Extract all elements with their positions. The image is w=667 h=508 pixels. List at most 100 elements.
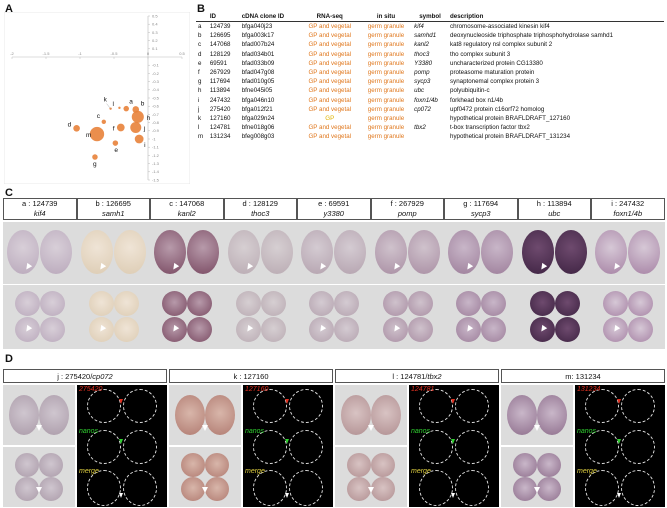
- table-row: e 69591 bfad033b09 GP and vegetal germ granu…: [196, 59, 664, 68]
- dashed-outline: [253, 430, 287, 464]
- blastomere: [39, 453, 63, 477]
- scatter-point-l: [118, 106, 121, 110]
- table-cell: germ granule: [367, 96, 405, 104]
- table-cell: m: [198, 133, 204, 141]
- arrow-icon: [202, 425, 208, 431]
- embryo-4cell-image: [150, 285, 224, 349]
- blastomere: [181, 453, 205, 477]
- table-cell: germ granule: [367, 114, 405, 122]
- blastomere: [554, 291, 580, 316]
- table-cell: 124739: [209, 23, 231, 31]
- table-cell: cp072: [414, 105, 431, 113]
- table-cell: GP and vegetal: [308, 50, 352, 58]
- blastomere: [227, 230, 260, 274]
- dashed-outline: [253, 470, 287, 506]
- table-row: d 128129 bfad034b01 GP and vegetal germ gran…: [196, 50, 664, 59]
- x-tick-label: 0.5: [179, 51, 185, 56]
- table-cell: d: [198, 50, 202, 58]
- blastomere: [205, 453, 229, 477]
- blastomere: [181, 477, 205, 501]
- point-label-l: l: [112, 101, 114, 108]
- panel-c-title: g : 117694: [463, 199, 499, 208]
- table-cell: germ granule: [367, 23, 405, 31]
- x-tick-label: -1.5: [43, 51, 51, 56]
- column-header: description: [448, 12, 664, 22]
- table-cell: ubc: [414, 87, 425, 95]
- panel-c-gene: samh1: [101, 209, 125, 218]
- table-cell: GP and vegetal: [308, 41, 352, 49]
- table-cell: germ granule: [367, 87, 405, 95]
- panel-c-gene: thoc3: [251, 209, 270, 218]
- table-cell: germ granule: [367, 133, 405, 141]
- table-cell: GP and vegetal: [308, 96, 352, 104]
- table-cell: 147068: [209, 41, 231, 49]
- y-tick-label: -1.2: [152, 153, 160, 158]
- blastomere: [9, 395, 39, 435]
- scatter-point-f: [116, 123, 125, 132]
- table-cell: GP and vegetal: [308, 133, 352, 141]
- table-cell: [412, 132, 448, 141]
- blastomere: [371, 453, 395, 477]
- y-tick-label: -0.8: [152, 120, 160, 125]
- embryo-4cell-image: [591, 285, 665, 349]
- blastomere: [382, 291, 408, 316]
- panel-d-title: m: 131234: [565, 372, 601, 381]
- table-cell: bfga029n24: [241, 114, 275, 122]
- point-label-d: d: [68, 121, 72, 128]
- blastomere: [260, 230, 293, 274]
- table-cell: tho complex subunit 3: [450, 50, 511, 58]
- blastomere: [7, 230, 39, 274]
- panel-label-b: B: [197, 3, 205, 15]
- table-header-row: ID cDNA clone ID RNA-seq in situ symbol descr…: [196, 12, 664, 22]
- blastomere: [187, 291, 212, 316]
- table-cell: deoxynucleoside triphosphate triphosphoh…: [450, 32, 614, 40]
- table-row: g 117694 bfad010g05 GP and vegetal germ gran…: [196, 77, 664, 86]
- table-cell: germ granule: [367, 41, 405, 49]
- table-cell: bfne045i05: [241, 87, 273, 95]
- x-tick-label: -1: [78, 51, 82, 56]
- blastomere: [113, 291, 139, 316]
- table-cell: germ granule: [367, 50, 405, 58]
- panel-c-header: a : 124739 kif4: [3, 198, 77, 220]
- fluo-id-label: 275420: [79, 386, 103, 393]
- blastomere: [456, 291, 481, 316]
- table-cell: 124781: [209, 124, 231, 132]
- table-cell: bfga040j23: [241, 23, 273, 31]
- blastomere: [407, 317, 433, 342]
- panel-c-title: a : 124739: [22, 199, 58, 208]
- blastomere: [235, 291, 261, 316]
- arrow-icon: [202, 487, 208, 493]
- blastomere: [481, 291, 506, 316]
- panel-c-header: e : 69591 y3380: [297, 198, 371, 220]
- table-cell: 126695: [209, 32, 231, 40]
- y-tick-label: -1.5: [152, 177, 160, 182]
- blastomere: [260, 317, 286, 342]
- embryo-4cell-image: [297, 285, 371, 349]
- blastomere: [347, 453, 371, 477]
- table-cell: forkhead box n1/4b: [450, 96, 503, 104]
- blastomere: [205, 395, 235, 435]
- y-tick-label: 0.4: [152, 22, 158, 27]
- blastomere: [554, 317, 580, 342]
- arrow-icon: [119, 399, 123, 404]
- embryo-4cell-image: [335, 447, 407, 507]
- fluo-merge-label: merge: [411, 468, 431, 475]
- blastomere: [603, 317, 628, 342]
- fluo-merge-label: merge: [245, 468, 265, 475]
- table-cell: uncharacterized protein CG13380: [450, 59, 543, 67]
- blastomere: [309, 291, 334, 316]
- y-tick-label: -1: [152, 136, 156, 141]
- point-label-b: b: [141, 100, 145, 107]
- blastomere: [407, 230, 440, 274]
- table-cell: proteasome maturation protein: [450, 69, 535, 77]
- point-label-i: i: [144, 142, 145, 149]
- point-label-f: f: [113, 126, 115, 133]
- blastomere: [603, 291, 628, 316]
- arrow-icon: [534, 425, 540, 431]
- dashed-outline: [419, 470, 453, 506]
- table-row: i 247432 bfga046n10 GP and vegetal germ gran…: [196, 96, 664, 105]
- table-cell: kif4: [414, 23, 424, 31]
- table-cell: chromosome-associated kinesin kif4: [450, 23, 550, 31]
- scatter-point-a: [123, 105, 129, 112]
- column-header: cDNA clone ID: [239, 12, 300, 22]
